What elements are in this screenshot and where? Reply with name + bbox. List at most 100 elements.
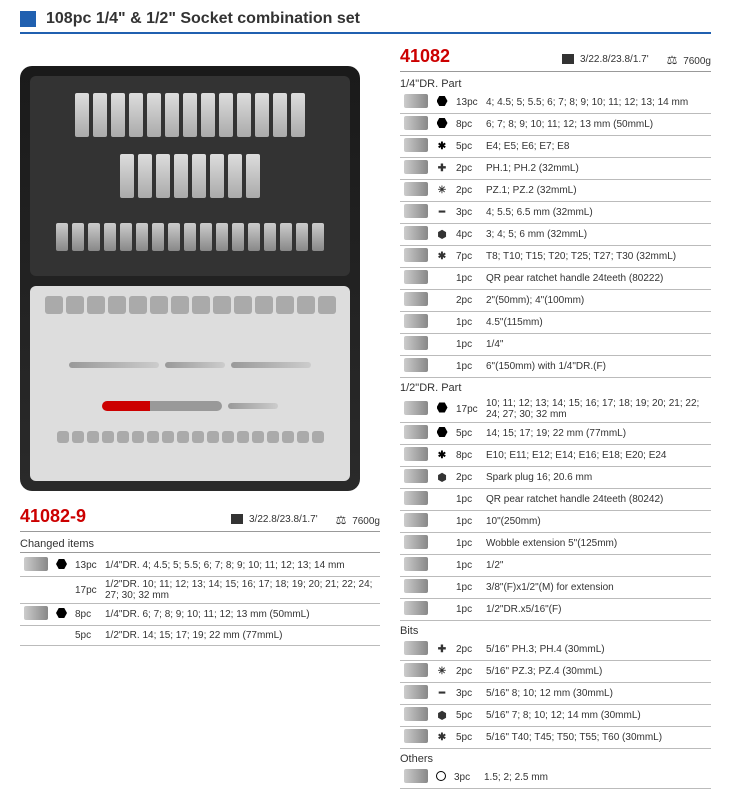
weight: 7600g: [667, 53, 711, 67]
table-row: 2pcPH.1; PH.2 (32mmL): [400, 158, 711, 180]
table-row: 3pc1.5; 2; 2.5 mm: [400, 767, 711, 789]
page-title: 108pc 1/4" & 1/2" Socket combination set: [46, 10, 360, 28]
tool-icon: [404, 491, 428, 505]
table-row: 1pc4.5"(115mm): [400, 312, 711, 334]
table-row: 1pc1/2": [400, 555, 711, 577]
symbol-cell: [432, 334, 452, 356]
symbol-cell: [432, 114, 452, 136]
symbol-cell: [432, 246, 452, 268]
table-row: 1pc1/4": [400, 334, 711, 356]
table-row: 5pc5/16" T40; T45; T50; T55; T60 (30mmL): [400, 727, 711, 749]
symbol-cell: [432, 727, 452, 749]
alt-product-block: 41082-9 3/22.8/23.8/1.7' 7600g Changed i…: [20, 506, 380, 646]
table-row: 13pc4; 4.5; 5; 5.5; 6; 7; 8; 9; 10; 11; …: [400, 92, 711, 114]
tool-icon: [404, 557, 428, 571]
table-row: 3pc4; 5.5; 6.5 mm (32mmL): [400, 202, 711, 224]
qty-cell: 8pc: [452, 445, 482, 467]
qty-cell: 1pc: [452, 533, 482, 555]
table-row: 13pc1/4"DR. 4; 4.5; 5; 5.5; 6; 7; 8; 9; …: [20, 555, 380, 577]
tool-icon: [404, 116, 428, 130]
qty-cell: 1pc: [452, 268, 482, 290]
table-row: 1pcQR pear ratchet handle 24teeth (80222…: [400, 268, 711, 290]
tool-icon: [24, 557, 48, 571]
symbol-cell: [432, 661, 452, 683]
desc-cell: 10"(250mm): [482, 511, 711, 533]
header-square-icon: [20, 11, 36, 27]
table-row: 17pc10; 11; 12; 13; 14; 15; 16; 17; 18; …: [400, 396, 711, 423]
symbol-cell: [432, 705, 452, 727]
desc-cell: 5/16" 7; 8; 10; 12; 14 mm (30mmL): [482, 705, 711, 727]
qty-cell: 3pc: [452, 202, 482, 224]
table-row: 2pcPZ.1; PZ.2 (32mmL): [400, 180, 711, 202]
qty-cell: 4pc: [452, 224, 482, 246]
symbol-cell: [52, 626, 71, 646]
tool-icon: [404, 226, 428, 240]
tool-icon: [404, 535, 428, 549]
qty-cell: 5pc: [71, 626, 101, 646]
table-row: 1pcWobble extension 5"(125mm): [400, 533, 711, 555]
table-row: 5pcE4; E5; E6; E7; E8: [400, 136, 711, 158]
table-row: 17pc1/2"DR. 10; 11; 12; 13; 14; 15; 16; …: [20, 577, 380, 604]
desc-cell: 1/4": [482, 334, 711, 356]
table-row: 8pc1/4"DR. 6; 7; 8; 9; 10; 11; 12; 13 mm…: [20, 604, 380, 626]
desc-cell: 14; 15; 17; 19; 22 mm (77mmL): [482, 423, 711, 445]
table-row: 7pcT8; T10; T15; T20; T25; T27; T30 (32m…: [400, 246, 711, 268]
tool-icon: [404, 447, 428, 461]
section-label: Others: [400, 753, 711, 765]
scale-icon: [667, 53, 678, 67]
symbol-cell: [432, 683, 452, 705]
tool-icon: [404, 292, 428, 306]
symbol-cell: [52, 604, 71, 626]
table-row: 3pc5/16" 8; 10; 12 mm (30mmL): [400, 683, 711, 705]
qty-cell: 5pc: [452, 705, 482, 727]
box-icon: [231, 514, 243, 524]
desc-cell: 4.5"(115mm): [482, 312, 711, 334]
desc-cell: Spark plug 16; 20.6 mm: [482, 467, 711, 489]
symbol-cell: [432, 639, 452, 661]
desc-cell: 1/2"DR. 10; 11; 12; 13; 14; 15; 16; 17; …: [101, 577, 380, 604]
table-row: 1pc3/8"(F)x1/2"(M) for extension: [400, 577, 711, 599]
desc-cell: 1/4"DR. 4; 4.5; 5; 5.5; 6; 7; 8; 9; 10; …: [101, 555, 380, 577]
desc-cell: PZ.1; PZ.2 (32mmL): [482, 180, 711, 202]
page-header: 108pc 1/4" & 1/2" Socket combination set: [20, 10, 711, 34]
product-image: [20, 66, 360, 491]
desc-cell: 5/16" PZ.3; PZ.4 (30mmL): [482, 661, 711, 683]
qty-cell: 2pc: [452, 661, 482, 683]
tool-icon: [404, 579, 428, 593]
right-column: 41082 3/22.8/23.8/1.7' 7600g 1/4"DR. Par…: [400, 46, 711, 789]
table-row: 1pcQR pear ratchet handle 24teeth (80242…: [400, 489, 711, 511]
desc-cell: 5/16" T40; T45; T50; T55; T60 (30mmL): [482, 727, 711, 749]
tool-icon: [404, 160, 428, 174]
tool-icon: [404, 769, 428, 783]
symbol-cell: [432, 396, 452, 423]
symbol-cell: [432, 158, 452, 180]
table-row: 5pc14; 15; 17; 19; 22 mm (77mmL): [400, 423, 711, 445]
alt-product-code: 41082-9: [20, 506, 86, 527]
desc-cell: QR pear ratchet handle 24teeth (80222): [482, 268, 711, 290]
tool-icon: [404, 469, 428, 483]
tool-icon: [404, 641, 428, 655]
qty-cell: 1pc: [452, 599, 482, 621]
desc-cell: Wobble extension 5"(125mm): [482, 533, 711, 555]
spec-table: 17pc10; 11; 12; 13; 14; 15; 16; 17; 18; …: [400, 396, 711, 621]
qty-cell: 7pc: [452, 246, 482, 268]
table-row: 2pcSpark plug 16; 20.6 mm: [400, 467, 711, 489]
symbol-cell: [432, 767, 450, 789]
table-row: 8pcE10; E11; E12; E14; E16; E18; E20; E2…: [400, 445, 711, 467]
section-label: 1/2"DR. Part: [400, 382, 711, 394]
table-row: 1pc10"(250mm): [400, 511, 711, 533]
qty-cell: 1pc: [452, 511, 482, 533]
qty-cell: 1pc: [452, 356, 482, 378]
desc-cell: E4; E5; E6; E7; E8: [482, 136, 711, 158]
symbol-cell: [432, 423, 452, 445]
scale-icon: [336, 513, 347, 527]
table-row: 5pc1/2"DR. 14; 15; 17; 19; 22 mm (77mmL): [20, 626, 380, 646]
section-label: Bits: [400, 625, 711, 637]
qty-cell: 8pc: [71, 604, 101, 626]
qty-cell: 2pc: [452, 467, 482, 489]
tool-icon: [404, 401, 428, 415]
qty-cell: 2pc: [452, 180, 482, 202]
tool-icon: [404, 94, 428, 108]
desc-cell: 3/8"(F)x1/2"(M) for extension: [482, 577, 711, 599]
qty-cell: 2pc: [452, 290, 482, 312]
